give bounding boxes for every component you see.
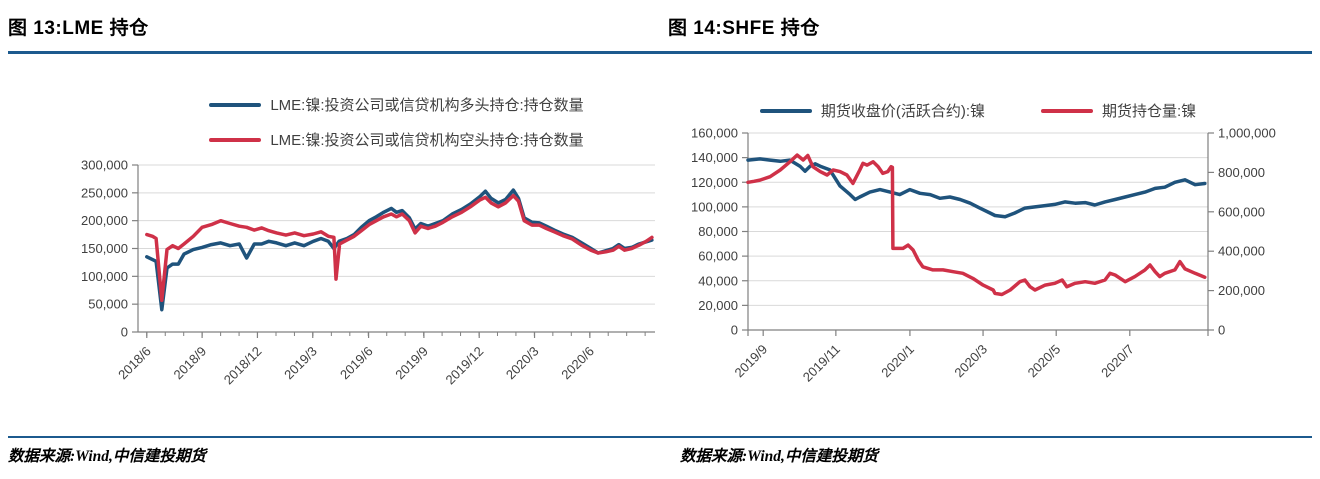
svg-text:80,000: 80,000 [698, 224, 738, 239]
figure-13-title: 图 13:LME 持仓 [8, 18, 149, 39]
svg-text:140,000: 140,000 [691, 150, 738, 165]
svg-text:2020/6: 2020/6 [558, 344, 597, 383]
data-source-note-right: 数据来源:Wind,中信建投期货 [680, 448, 878, 465]
shfe-positions-chart: 0 20,000 40,000 60,000 80,000 100,000 120,000 1… [660, 120, 1320, 400]
svg-text:50,000: 50,000 [88, 297, 128, 312]
legend-line-swatch [209, 102, 262, 107]
svg-text:1,000,000: 1,000,000 [1218, 126, 1276, 141]
svg-text:150,000: 150,000 [81, 241, 128, 256]
legend-label: 期货持仓量:镍 [1102, 103, 1197, 120]
legend-items: LME:镍:投资公司或信贷机构多头持仓:持仓数量 LME:镍:投资公司或信贷机构空… [209, 94, 584, 150]
chart-canvas: 0 20,000 40,000 60,000 80,000 100,000 120,000 1… [691, 126, 1276, 385]
svg-text:2019/9: 2019/9 [732, 342, 771, 381]
svg-text:600,000: 600,000 [1218, 204, 1265, 219]
lme-positions-chart: 0 50,000 100,000 150,000 200,000 250,000 300,0… [0, 150, 660, 400]
legend-item: LME:镍:投资公司或信贷机构空头持仓:持仓数量 [209, 129, 584, 150]
svg-text:2019/12: 2019/12 [443, 344, 487, 388]
footer-divider-line [8, 436, 1312, 438]
legend-label: LME:镍:投资公司或信贷机构空头持仓:持仓数量 [270, 132, 584, 149]
svg-text:2020/3: 2020/3 [951, 342, 990, 381]
data-source-note-left: 数据来源:Wind,中信建投期货 [8, 448, 206, 465]
svg-text:2019/9: 2019/9 [392, 344, 431, 383]
svg-text:0: 0 [121, 325, 128, 340]
svg-text:0: 0 [731, 323, 738, 338]
svg-text:2018/6: 2018/6 [115, 344, 154, 383]
svg-text:100,000: 100,000 [81, 269, 128, 284]
svg-text:20,000: 20,000 [698, 298, 738, 313]
svg-text:200,000: 200,000 [81, 213, 128, 228]
shfe-chart-legend: 期货收盘价(活跃合约):镍 期货持仓量:镍 [748, 100, 1208, 121]
svg-text:160,000: 160,000 [691, 126, 738, 141]
svg-text:2019/11: 2019/11 [800, 342, 843, 385]
legend-label: LME:镍:投资公司或信贷机构多头持仓:持仓数量 [270, 97, 584, 114]
svg-text:200,000: 200,000 [1218, 283, 1265, 298]
svg-text:250,000: 250,000 [81, 185, 128, 200]
svg-text:2020/5: 2020/5 [1025, 342, 1064, 381]
svg-text:800,000: 800,000 [1218, 165, 1265, 180]
figure-14-title: 图 14:SHFE 持仓 [668, 18, 820, 39]
svg-text:0: 0 [1218, 323, 1225, 338]
legend-item: 期货持仓量:镍 [1041, 100, 1196, 121]
header-divider-line [8, 51, 1312, 54]
lme-chart-legend: LME:镍:投资公司或信贷机构多头持仓:持仓数量 LME:镍:投资公司或信贷机构空… [138, 94, 655, 150]
legend-item: 期货收盘价(活跃合约):镍 [759, 100, 985, 121]
legend-line-swatch [1041, 108, 1093, 113]
svg-text:2018/9: 2018/9 [171, 344, 210, 383]
legend-item: LME:镍:投资公司或信贷机构多头持仓:持仓数量 [209, 94, 584, 115]
svg-text:2018/12: 2018/12 [221, 344, 265, 388]
svg-text:40,000: 40,000 [698, 273, 738, 288]
svg-text:300,000: 300,000 [81, 158, 128, 173]
svg-text:2020/3: 2020/3 [503, 344, 542, 383]
svg-text:2019/3: 2019/3 [281, 344, 320, 383]
legend-line-swatch [759, 108, 812, 113]
svg-text:2019/6: 2019/6 [337, 344, 376, 383]
svg-text:120,000: 120,000 [691, 175, 738, 190]
chart-canvas: 0 50,000 100,000 150,000 200,000 250,000 300,0… [81, 158, 655, 388]
svg-text:60,000: 60,000 [698, 249, 738, 264]
svg-text:400,000: 400,000 [1218, 244, 1265, 259]
svg-text:2020/7: 2020/7 [1098, 342, 1137, 381]
svg-text:100,000: 100,000 [691, 199, 738, 214]
legend-label: 期货收盘价(活跃合约):镍 [820, 103, 985, 120]
legend-line-swatch [209, 137, 262, 142]
svg-text:2020/1: 2020/1 [878, 342, 917, 381]
